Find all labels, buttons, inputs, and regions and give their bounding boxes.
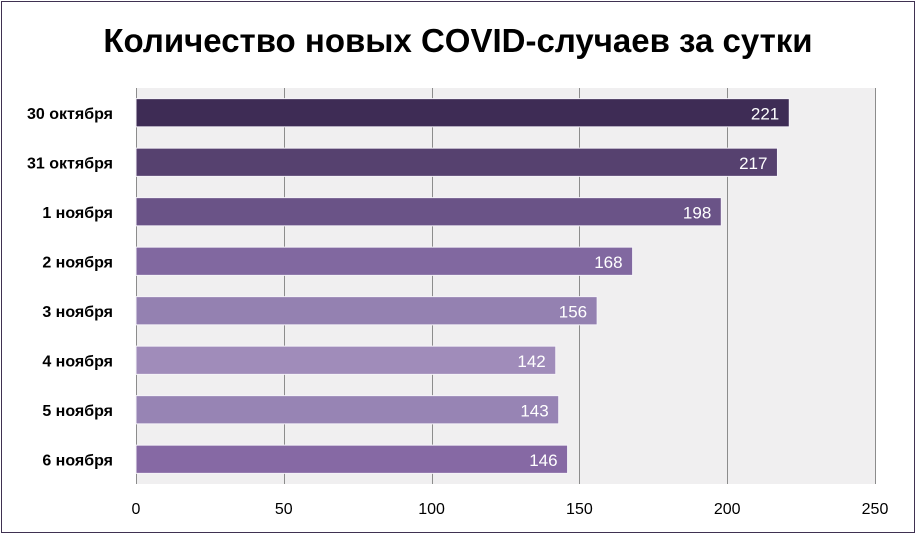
- category-label: 6 ноября: [42, 452, 113, 469]
- data-label: 168: [594, 253, 622, 272]
- plot-area: [136, 88, 875, 484]
- bar: [135, 197, 722, 227]
- bar: [135, 296, 598, 326]
- data-label: 221: [751, 104, 779, 123]
- data-label: 146: [529, 451, 557, 470]
- chart-title: Количество новых COVID-случаев за сутки: [103, 22, 813, 59]
- x-tick-label: 100: [418, 501, 445, 518]
- x-tick-label: 150: [566, 501, 593, 518]
- data-label: 156: [559, 302, 587, 321]
- category-label: 1 ноября: [42, 205, 113, 222]
- category-label: 30 октября: [27, 106, 113, 123]
- bar: [135, 246, 634, 276]
- data-label: 217: [739, 154, 767, 173]
- category-label: 31 октября: [27, 155, 113, 172]
- x-tick-label: 50: [275, 501, 293, 518]
- bar: [135, 345, 557, 375]
- data-label: 143: [520, 401, 548, 420]
- x-tick-label: 200: [714, 501, 741, 518]
- x-tick-label: 250: [862, 501, 889, 518]
- data-label: 142: [517, 352, 545, 371]
- data-label: 198: [683, 203, 711, 222]
- x-tick-label: 0: [132, 501, 141, 518]
- bar: [135, 395, 560, 425]
- bar: [135, 147, 778, 177]
- bar: [135, 444, 569, 474]
- category-label: 3 ноября: [42, 304, 113, 321]
- category-label: 5 ноября: [42, 403, 113, 420]
- bar: [135, 98, 790, 128]
- category-label: 2 ноября: [42, 254, 113, 271]
- category-label: 4 ноября: [42, 353, 113, 370]
